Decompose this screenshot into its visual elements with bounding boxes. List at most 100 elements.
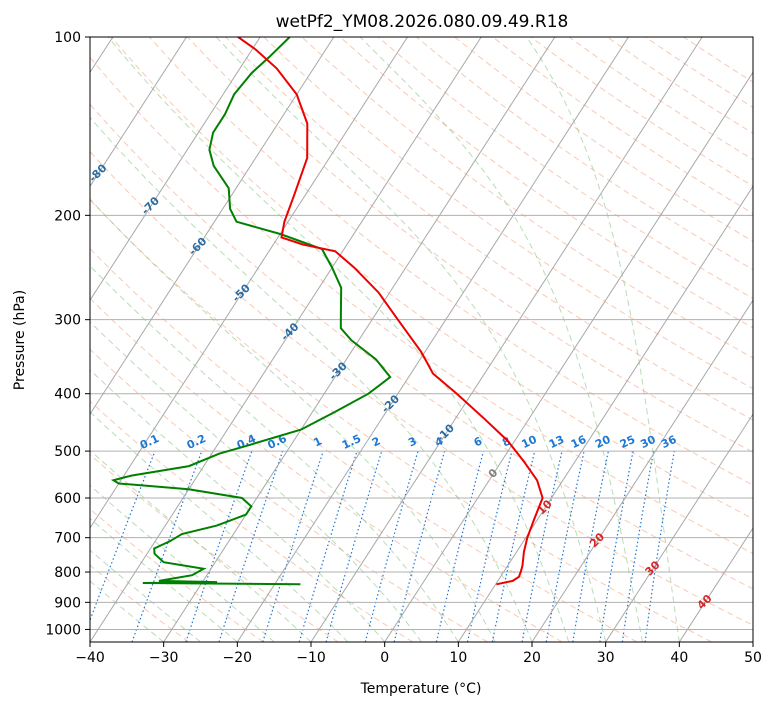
x-axis: −40 −30 −20 −10 0 10 20 30 40 50 — [75, 642, 762, 666]
mixing-ratio-label: 0.1 — [138, 432, 161, 452]
dry-adiabat-line — [90, 348, 488, 642]
y-axis-label: Pressure (hPa) — [12, 290, 28, 390]
isotherm-label: -40 — [278, 320, 301, 343]
dry-adiabat-line — [454, 37, 753, 242]
mixing-ratio-line — [131, 450, 203, 642]
dry-adiabat-line — [339, 37, 753, 329]
y-tick-label: 200 — [54, 208, 81, 224]
isotherm-label: 40 — [695, 592, 715, 612]
isotherm-label: -100 — [4, 54, 33, 83]
x-tick-label: −40 — [75, 650, 105, 666]
mixing-ratio-lines — [90, 450, 675, 642]
x-tick-label: 0 — [380, 650, 389, 666]
dry-adiabat-line — [90, 56, 753, 554]
isotherm-gridline — [90, 37, 261, 302]
dry-adiabat-line — [301, 37, 753, 359]
dry-adiabat-line — [90, 453, 339, 642]
isotherm-gridline — [90, 37, 187, 188]
mixing-ratio-line — [90, 450, 156, 622]
isotherm-gridline — [752, 641, 753, 642]
x-tick-label: −30 — [149, 650, 179, 666]
mixing-ratio-label: 13 — [547, 433, 566, 451]
moist-adiabat-line — [90, 517, 238, 642]
moist-adiabat-line — [526, 37, 680, 642]
isotherm-gridline — [310, 37, 703, 642]
mixing-ratio-line — [262, 450, 324, 642]
dry-adiabat-line — [90, 150, 753, 626]
moist-adiabat-line — [90, 411, 349, 642]
mixing-ratio-line — [545, 450, 585, 642]
y-tick-label: 300 — [54, 313, 81, 329]
mixing-ratio-line — [644, 450, 675, 642]
isotherm-gridline — [678, 527, 753, 642]
moist-adiabat-line — [90, 116, 533, 642]
isotherm-gridline — [163, 37, 556, 642]
isotherm-gridline — [90, 37, 408, 529]
mixing-ratio-line — [218, 450, 284, 642]
isotherm-label: 10 — [535, 497, 555, 517]
x-tick-label: 40 — [670, 650, 688, 666]
dewpoint-line — [110, 37, 392, 586]
isotherm-label: -20 — [379, 392, 402, 415]
moist-adiabat-line — [90, 484, 275, 642]
mixing-ratio-label: 20 — [593, 433, 613, 451]
isotherm-gridline — [90, 37, 482, 642]
moist-adiabat-line — [90, 265, 459, 642]
mixing-ratio-line — [298, 450, 358, 642]
moist-adiabat-line — [90, 449, 312, 642]
mixing-ratio-line — [491, 450, 536, 642]
mixing-ratio-line — [393, 450, 446, 642]
mixing-ratio-label: 30 — [638, 433, 658, 451]
mixing-ratio-label: 16 — [569, 433, 589, 451]
dry-adiabat-line — [90, 247, 638, 642]
dry-adiabat-line — [90, 564, 190, 642]
mixing-ratio-line — [185, 450, 253, 642]
dry-adiabat-line — [263, 37, 753, 390]
mixing-ratio-line — [325, 450, 383, 642]
isotherm-label: -30 — [327, 359, 350, 382]
dry-adiabat-line — [683, 37, 753, 83]
temperature-line — [237, 37, 544, 586]
dry-adiabat-line — [90, 103, 753, 590]
mixing-ratio-label: 6 — [472, 434, 485, 449]
dry-adiabat-line — [90, 508, 264, 642]
mixing-ratio-label: 10 — [520, 433, 540, 451]
moist-adiabat-line — [90, 198, 496, 642]
chart-title: wetPf2_YM08.2026.080.09.49.R18 — [276, 12, 569, 32]
y-axis: 100 200 300 400 500 600 700 800 900 1000 — [45, 30, 90, 638]
isotherm-gridline — [236, 37, 629, 642]
dry-adiabat-line — [90, 297, 563, 642]
mixing-ratio-line — [435, 450, 484, 642]
dry-adiabat-line — [492, 37, 753, 215]
dry-adiabat-line — [90, 199, 712, 642]
y-tick-label: 500 — [54, 444, 81, 460]
isotherm-gridline — [531, 299, 753, 642]
isotherm-label: 0 — [486, 466, 501, 481]
isotherm-label: -70 — [139, 194, 162, 217]
isotherm-label: 20 — [587, 530, 607, 550]
isotherm-gridline — [90, 37, 335, 416]
isobar-grid — [90, 37, 753, 630]
x-axis-label: Temperature (°C) — [360, 681, 482, 697]
isotherm-gridline — [384, 71, 753, 642]
isotherm-label: -50 — [230, 281, 253, 304]
dry-adiabat-line — [606, 37, 753, 134]
mixing-ratio-line — [364, 450, 419, 642]
moist-adiabat-line — [90, 369, 386, 642]
isotherm-grid — [90, 37, 753, 642]
y-tick-label: 900 — [54, 595, 81, 611]
mixing-ratio-label: 25 — [618, 433, 637, 451]
dry-adiabat-line — [148, 37, 753, 486]
moist-adiabats — [90, 37, 680, 642]
x-tick-label: 10 — [449, 650, 467, 666]
y-tick-label: 1000 — [45, 622, 81, 638]
moist-adiabat-line — [107, 37, 570, 642]
y-tick-label: 800 — [54, 565, 81, 581]
mixing-ratio-label: 1.5 — [340, 432, 363, 452]
mixing-ratio-line — [621, 450, 655, 642]
moist-adiabat-line — [215, 37, 607, 642]
mixing-ratio-label: 36 — [659, 433, 679, 451]
isotherm-gridline — [605, 413, 753, 642]
y-tick-label: 400 — [54, 387, 81, 403]
